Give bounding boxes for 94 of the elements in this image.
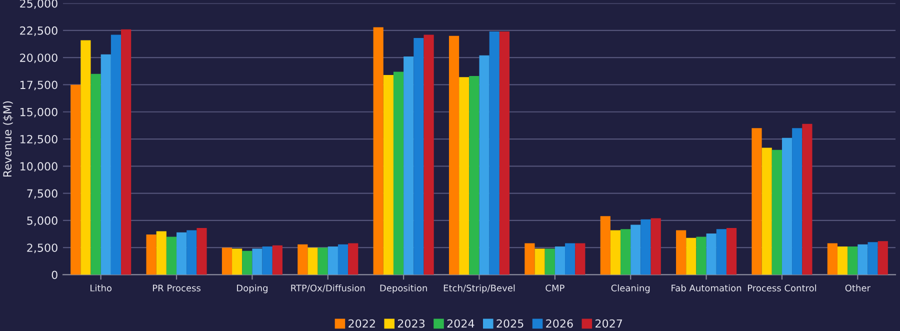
bar (393, 72, 404, 275)
bar (176, 232, 187, 275)
bar (262, 246, 272, 275)
y-tick-label: 12,500 (20, 134, 58, 145)
bar (318, 248, 328, 275)
bar (448, 36, 460, 275)
bar (782, 138, 792, 275)
bar (726, 228, 737, 275)
x-tick-label: Deposition (380, 284, 427, 294)
bar (752, 128, 762, 275)
y-axis-title: Revenue ($M) (2, 101, 14, 177)
bar (686, 238, 696, 275)
y-tick-label: 17,500 (20, 80, 58, 90)
x-tick-label: Etch/Strip/Bevel (444, 284, 515, 294)
x-tick-label: PR Process (152, 284, 200, 292)
bar (469, 76, 480, 275)
bar (696, 236, 706, 275)
bar (383, 74, 394, 275)
bar (186, 230, 197, 275)
bar (792, 128, 802, 275)
x-tick-label: Litho (90, 284, 112, 292)
bar (489, 32, 500, 275)
bar (338, 244, 348, 275)
bar (110, 34, 122, 275)
bar (858, 244, 868, 275)
bar (121, 29, 132, 275)
bar (308, 248, 318, 275)
bar (575, 243, 586, 275)
bar (524, 243, 535, 275)
y-tick-label: 5,000 (27, 216, 58, 226)
bar (554, 246, 566, 275)
x-tick-label: CMP (546, 284, 564, 292)
bar (827, 243, 838, 275)
bar (848, 246, 858, 275)
legend-label: 2024 (447, 319, 474, 328)
bar (706, 233, 716, 275)
bar (80, 40, 91, 275)
y-tick-label: 7,500 (27, 189, 58, 199)
bar (298, 244, 308, 275)
bar (600, 216, 610, 275)
bar (544, 248, 555, 275)
bar (878, 241, 888, 275)
bar (868, 242, 878, 275)
legend-label: 2022 (348, 319, 375, 328)
bar (90, 74, 101, 275)
bar (373, 27, 384, 275)
y-tick-label: 2,500 (27, 244, 58, 254)
bar (802, 124, 812, 275)
bar (630, 224, 641, 275)
x-tick-label: Fab Automation (672, 284, 742, 292)
legend-label: 2023 (398, 319, 425, 328)
bar (676, 230, 686, 275)
bar (232, 248, 242, 275)
bar (772, 150, 782, 275)
y-tick-label: 15,000 (20, 108, 58, 118)
bar (640, 219, 651, 275)
legend-label: 2025 (496, 319, 524, 328)
bar (610, 230, 621, 275)
legend-label: 2026 (546, 319, 573, 328)
bar (479, 55, 490, 275)
bar (242, 250, 252, 275)
bar (716, 229, 726, 275)
bar (459, 77, 470, 275)
x-tick-label: Other (845, 284, 870, 292)
bar (70, 84, 81, 275)
bar (196, 228, 207, 275)
bar (534, 248, 545, 275)
bar (499, 32, 510, 275)
bar (328, 246, 338, 275)
x-tick-label: Cleaning (611, 284, 650, 294)
bar (837, 246, 848, 275)
bar (222, 248, 232, 275)
x-tick-label: Process Control (748, 284, 816, 292)
legend-label: 2027 (596, 319, 622, 328)
bar (100, 54, 111, 275)
y-tick-label: 10,000 (20, 162, 58, 172)
y-tick-label: 22,500 (20, 26, 58, 36)
bar (166, 236, 177, 275)
y-tick-label: 20,000 (20, 54, 58, 64)
bar (762, 148, 772, 275)
y-tick-label: 0 (52, 270, 58, 280)
bar (620, 229, 631, 275)
bar (424, 34, 434, 275)
bar (252, 248, 262, 275)
bar (404, 56, 414, 275)
bar (414, 38, 424, 275)
x-tick-label: Doping (237, 284, 268, 294)
bar (650, 218, 661, 275)
bar (565, 243, 576, 275)
bar (156, 231, 166, 275)
bar (348, 243, 358, 275)
bar (272, 245, 282, 275)
x-tick-label: RTP/Ox/Diffusion (291, 284, 365, 292)
bar (146, 234, 156, 275)
